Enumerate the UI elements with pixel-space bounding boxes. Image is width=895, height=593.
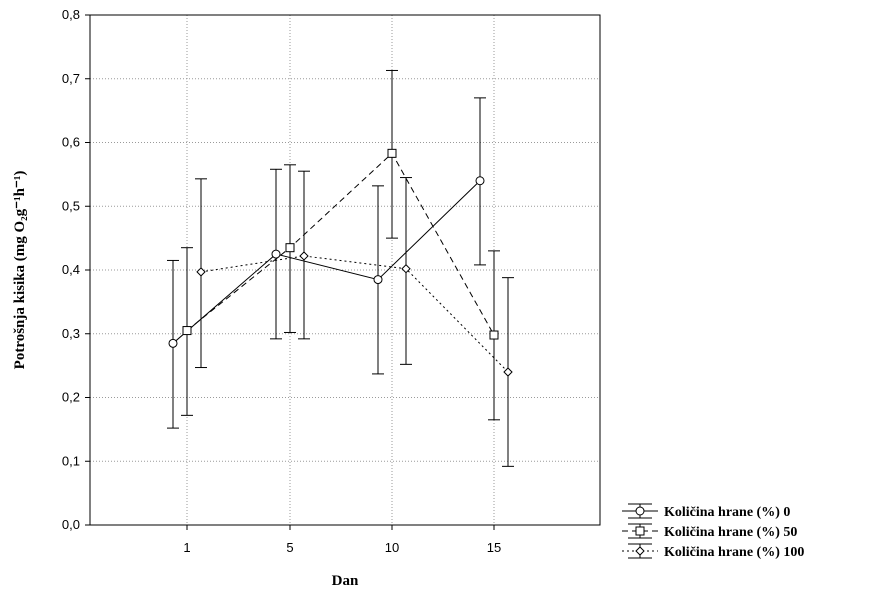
legend-item-1: Količina hrane (%) 50 [622, 523, 797, 540]
legend-label: Količina hrane (%) 100 [664, 545, 804, 560]
x-tick-label: 15 [487, 540, 501, 555]
x-axis-title: Dan [332, 573, 359, 589]
y-axis-title: Potrošnja kisika (mg O₂g⁻¹h⁻¹) [12, 171, 28, 370]
data-point [168, 338, 178, 348]
x-tick-label: 1 [183, 540, 190, 555]
x-tick-label: 10 [385, 540, 399, 555]
data-point [182, 326, 192, 336]
y-tick-label: 0,8 [62, 7, 80, 22]
series-line [186, 152, 495, 336]
series-line [200, 255, 509, 373]
series-layer [167, 69, 514, 467]
data-point [271, 249, 281, 259]
data-point [401, 264, 411, 274]
series-line [172, 180, 481, 344]
y-tick-label: 0,7 [62, 71, 80, 86]
legend-label: Količina hrane (%) 50 [664, 525, 797, 540]
y-tick-label: 0,0 [62, 517, 80, 532]
series-0 [167, 97, 486, 429]
data-point [635, 526, 645, 536]
data-point [635, 546, 645, 556]
legend: Količina hrane (%) 0 Količina hrane (%) 5… [622, 503, 804, 560]
y-axis: 0,0 0,1 0,2 0,3 0,4 0,5 0,6 0,7 0,8 [62, 7, 90, 532]
y-tick-label: 0,2 [62, 390, 80, 405]
y-tick-label: 0,5 [62, 198, 80, 213]
data-point [489, 330, 499, 340]
legend-item-2: Količina hrane (%) 100 [622, 543, 804, 560]
data-point [299, 251, 309, 261]
series-1 [181, 69, 500, 421]
x-axis: 1 5 10 15 [183, 525, 501, 555]
grid [90, 15, 600, 525]
series-2 [195, 170, 514, 467]
data-point [196, 267, 206, 277]
x-tick-label: 5 [286, 540, 293, 555]
y-tick-label: 0,6 [62, 135, 80, 150]
legend-item-0: Količina hrane (%) 0 [622, 503, 790, 520]
data-point [635, 506, 645, 516]
y-tick-label: 0,1 [62, 453, 80, 468]
y-tick-label: 0,4 [62, 262, 80, 277]
data-point [475, 176, 485, 186]
data-point [503, 367, 513, 377]
data-point [387, 148, 397, 158]
data-point [373, 275, 383, 285]
legend-label: Količina hrane (%) 0 [664, 505, 790, 520]
y-tick-label: 0,3 [62, 326, 80, 341]
data-point [285, 243, 295, 253]
